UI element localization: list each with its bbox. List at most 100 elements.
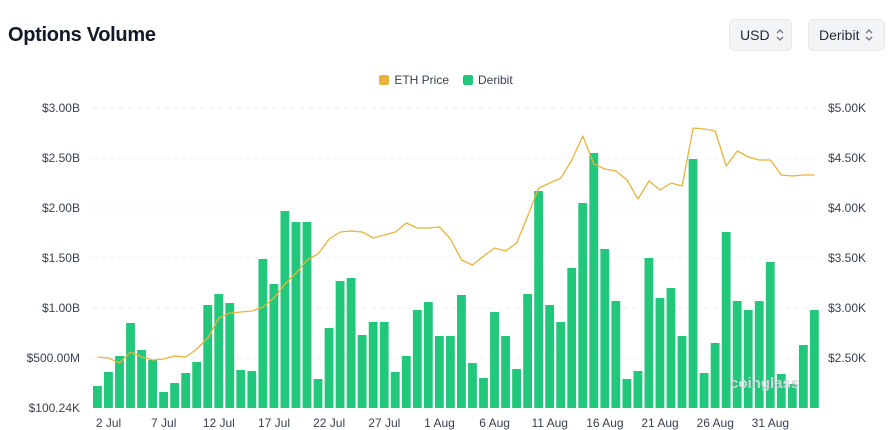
chevron-up-down-icon — [865, 29, 873, 41]
grid-lines — [92, 107, 820, 359]
deribit-bars — [93, 153, 819, 408]
deribit-bar[interactable] — [192, 362, 202, 408]
deribit-bar[interactable] — [346, 278, 356, 408]
deribit-bar[interactable] — [137, 350, 146, 408]
deribit-bar[interactable] — [258, 259, 268, 408]
x-axis: 2 Jul 7 Jul 12 Jul 17 Jul 22 Jul 27 Jul 1 Aug 6… — [96, 416, 789, 430]
deribit-bar[interactable] — [412, 310, 422, 408]
deribit-bar[interactable] — [743, 310, 753, 408]
deribit-bar[interactable] — [280, 211, 290, 408]
deribit-bar[interactable] — [159, 392, 169, 408]
deribit-bar[interactable] — [225, 303, 235, 408]
y-right-tick-label: $2.50K — [828, 351, 866, 365]
deribit-bar[interactable] — [181, 373, 191, 408]
deribit-bar[interactable] — [434, 336, 444, 408]
deribit-bar[interactable] — [556, 322, 566, 408]
y-right-tick-label: $4.00K — [828, 201, 866, 215]
deribit-bar[interactable] — [126, 323, 135, 408]
deribit-bar[interactable] — [798, 345, 808, 408]
page-title: Options Volume — [8, 24, 156, 46]
right-y-axis: $2.50K $3.00K $3.50K $4.00K $4.50K $5.00K — [828, 101, 866, 365]
deribit-bar[interactable] — [170, 383, 180, 408]
deribit-bar[interactable] — [523, 294, 533, 408]
y-right-tick-label: $4.50K — [828, 151, 866, 165]
x-tick-label: 1 Aug — [424, 416, 455, 430]
deribit-bar[interactable] — [765, 262, 775, 408]
deribit-bar[interactable] — [357, 335, 367, 408]
deribit-bar[interactable] — [809, 310, 819, 408]
currency-select[interactable]: USD — [729, 19, 792, 51]
deribit-bar[interactable] — [445, 336, 455, 408]
deribit-bar[interactable] — [368, 322, 378, 408]
deribit-bar[interactable] — [236, 370, 246, 408]
deribit-bar[interactable] — [423, 302, 433, 408]
deribit-bar[interactable] — [699, 373, 709, 408]
x-tick-label: 22 Jul — [313, 416, 345, 430]
exchange-select-value: Deribit — [819, 27, 860, 43]
deribit-bar[interactable] — [490, 312, 499, 408]
y-right-tick-label: $3.00K — [828, 301, 866, 315]
deribit-bar[interactable] — [291, 222, 301, 408]
deribit-bar[interactable] — [611, 301, 621, 408]
deribit-bar[interactable] — [655, 298, 665, 408]
exchange-select[interactable]: Deribit — [808, 19, 885, 51]
legend-swatch-eth-price — [379, 75, 390, 85]
deribit-bar[interactable] — [589, 153, 599, 408]
x-tick-label: 12 Jul — [203, 416, 235, 430]
deribit-bar[interactable] — [269, 284, 279, 408]
x-tick-label: 7 Jul — [151, 416, 176, 430]
deribit-bar[interactable] — [776, 374, 786, 408]
chart-legend: ETH Price Deribit — [0, 73, 892, 87]
deribit-bar[interactable] — [203, 305, 213, 408]
deribit-bar[interactable] — [501, 336, 510, 408]
legend-item-deribit[interactable]: Deribit — [463, 73, 513, 87]
deribit-bar[interactable] — [721, 232, 731, 408]
legend-label-eth-price: ETH Price — [394, 73, 449, 87]
deribit-bar[interactable] — [666, 288, 676, 408]
deribit-bar[interactable] — [644, 258, 654, 408]
deribit-bar[interactable] — [534, 191, 544, 408]
deribit-bar[interactable] — [545, 305, 555, 408]
deribit-bar[interactable] — [622, 379, 632, 408]
y-right-tick-label: $5.00K — [828, 101, 866, 115]
deribit-bar[interactable] — [324, 328, 334, 408]
deribit-bar[interactable] — [732, 301, 742, 408]
deribit-bar[interactable] — [457, 295, 466, 408]
y-left-tick-label: $2.00B — [42, 201, 80, 215]
x-tick-label: 16 Aug — [586, 416, 623, 430]
deribit-bar[interactable] — [479, 378, 488, 408]
deribit-bar[interactable] — [93, 386, 102, 408]
deribit-bar[interactable] — [148, 360, 157, 408]
deribit-bar[interactable] — [335, 281, 345, 408]
eth-price-line-path[interactable] — [97, 127, 815, 364]
deribit-bar[interactable] — [633, 371, 643, 408]
deribit-bar[interactable] — [578, 203, 588, 408]
deribit-bar[interactable] — [512, 369, 521, 408]
deribit-bar[interactable] — [247, 371, 257, 408]
x-tick-label: 26 Aug — [697, 416, 734, 430]
deribit-bar[interactable] — [468, 363, 477, 408]
deribit-bar[interactable] — [214, 294, 224, 408]
deribit-bar[interactable] — [787, 384, 797, 408]
deribit-bar[interactable] — [600, 249, 610, 408]
deribit-bar[interactable] — [754, 301, 764, 408]
x-tick-label: 21 Aug — [641, 416, 678, 430]
deribit-bar[interactable] — [313, 379, 323, 408]
deribit-bar[interactable] — [379, 322, 389, 408]
deribit-bar[interactable] — [390, 372, 400, 408]
deribit-bar[interactable] — [302, 222, 312, 408]
y-left-tick-label: $500.00M — [27, 351, 80, 365]
watermark-text: coinglass — [730, 375, 799, 392]
deribit-bar[interactable] — [115, 356, 124, 408]
eth-price-line — [97, 127, 815, 364]
y-left-tick-label: $100.24K — [29, 401, 80, 415]
deribit-bar[interactable] — [710, 343, 720, 408]
legend-item-eth-price[interactable]: ETH Price — [379, 73, 449, 87]
deribit-bar[interactable] — [677, 336, 687, 408]
deribit-bar[interactable] — [567, 268, 577, 408]
x-tick-label: 17 Jul — [258, 416, 290, 430]
deribit-bar[interactable] — [104, 372, 113, 408]
deribit-bar[interactable] — [401, 356, 411, 408]
deribit-bar[interactable] — [688, 159, 698, 408]
